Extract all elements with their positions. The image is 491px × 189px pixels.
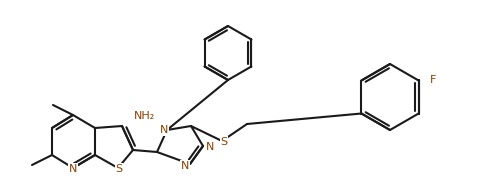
Text: NH₂: NH₂	[134, 111, 155, 121]
Text: N: N	[69, 164, 77, 174]
Text: F: F	[430, 75, 436, 85]
Text: N: N	[206, 142, 214, 152]
Text: N: N	[181, 161, 189, 171]
Text: S: S	[115, 164, 123, 174]
Text: S: S	[220, 137, 227, 147]
Text: N: N	[160, 125, 168, 135]
